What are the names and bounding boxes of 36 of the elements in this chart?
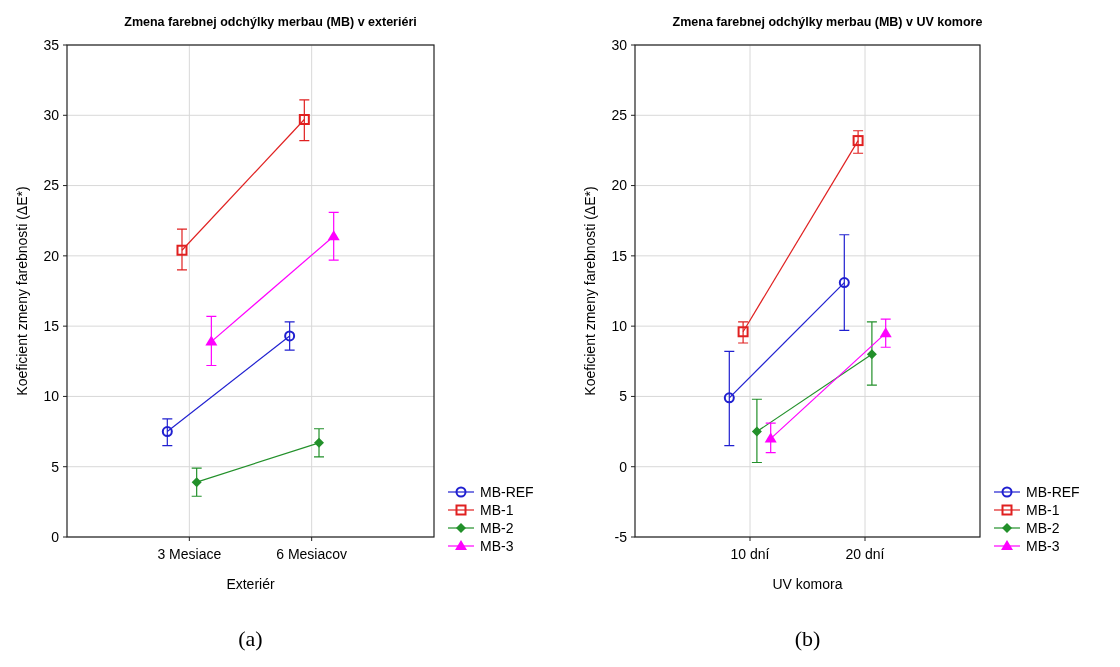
y-tick-label: -5 [614,528,628,545]
legend-label: MB-3 [1026,537,1060,554]
y-tick-label: 10 [43,388,60,405]
y-tick-label: 20 [43,247,60,264]
legend-label: MB-REF [1026,483,1080,500]
legend-label: MB-2 [480,519,514,536]
y-axis-title: Koeficient zmeny farebnosti (ΔE*) [14,186,30,396]
x-axis-title: Exteriér [226,576,275,592]
y-tick-label: 35 [43,36,60,53]
y-tick-label: 0 [619,458,628,475]
y-tick-label: 25 [43,177,60,194]
y-tick-label: 15 [43,318,60,335]
y-tick-label: 10 [611,318,628,335]
legend-label: MB-1 [480,501,514,518]
y-axis-title: Koeficient zmeny farebnosti (ΔE*) [582,186,598,396]
x-tick-label: 10 dní [730,546,770,562]
legend-label: MB-REF [480,483,534,500]
x-tick-label: 20 dní [845,546,885,562]
legend-label: MB-3 [480,537,514,554]
y-tick-label: 20 [611,177,628,194]
x-axis-title: UV komora [772,576,843,592]
y-tick-label: 30 [611,36,628,53]
text: (a) [238,626,263,651]
legend-label: MB-2 [1026,519,1060,536]
chart-title: Zmena farebnej odchýlky merbau (MB) v UV komore [672,15,983,29]
chart-title: Zmena farebnej odchýlky merbau (MB) v exteriéri [124,15,417,29]
x-tick-label: 3 Mesiace [157,546,222,562]
x-tick-label: 6 Mesiacov [276,546,348,562]
y-tick-label: 25 [611,107,628,124]
legend-label: MB-1 [1026,501,1060,518]
y-tick-label: 5 [619,388,628,405]
text: (b) [794,626,821,651]
y-tick-label: 5 [51,458,60,475]
y-tick-label: 30 [43,107,60,124]
y-tick-label: 0 [51,528,60,545]
y-tick-label: 15 [611,247,628,264]
